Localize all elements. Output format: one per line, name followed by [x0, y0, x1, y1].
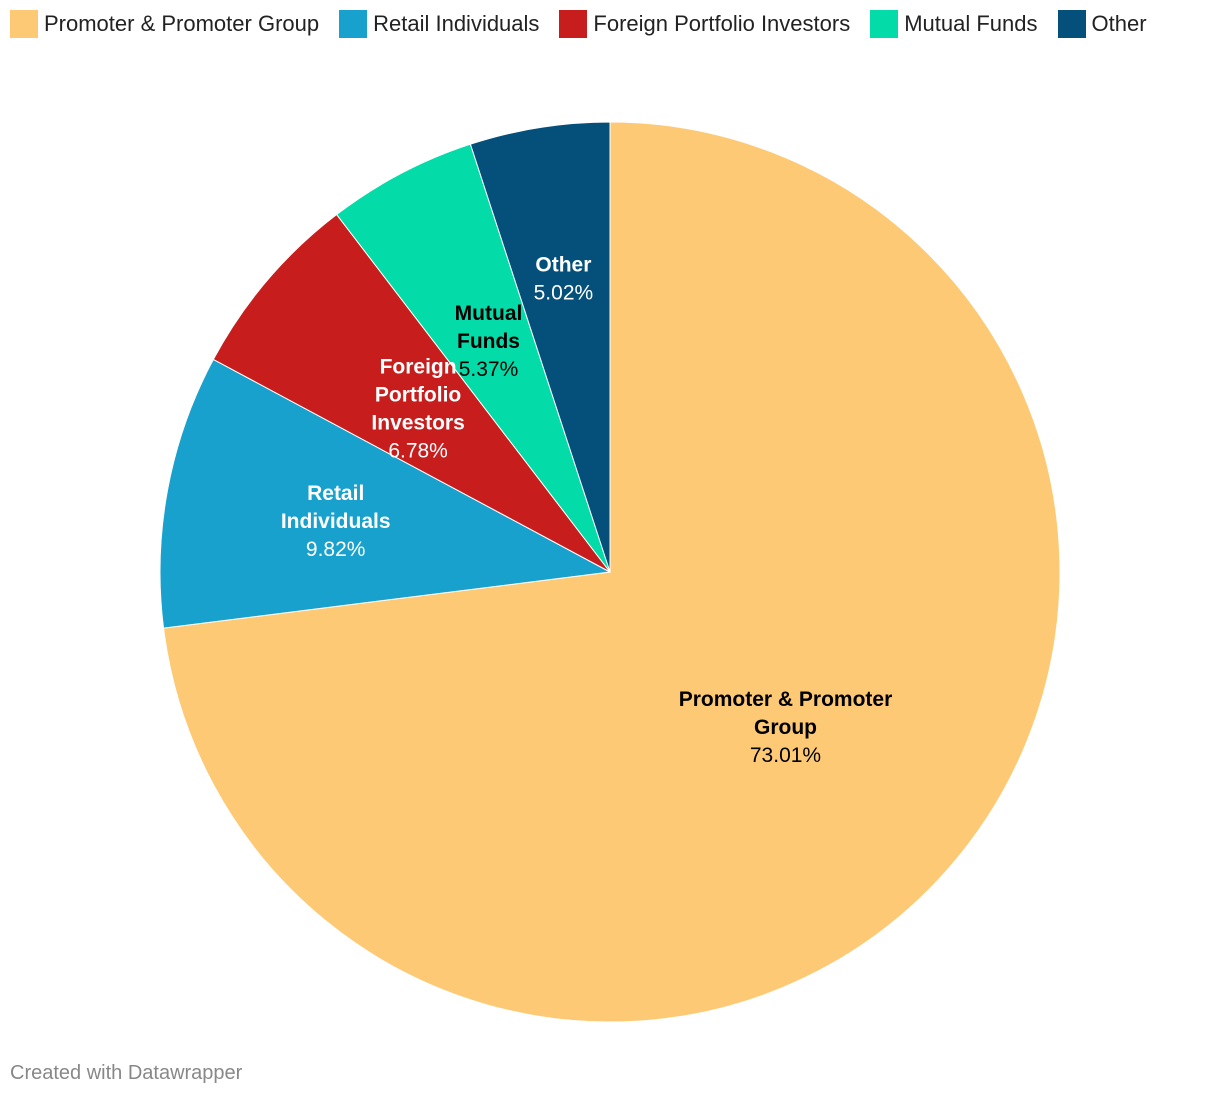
slice-value-label: 9.82% — [306, 538, 366, 561]
pie-slices — [159, 121, 1061, 1023]
slice-value-label: 73.01% — [750, 744, 821, 767]
slice-label-name-line: Investors — [371, 412, 464, 435]
legend-item-retail-individuals: Retail Individuals — [339, 10, 539, 38]
legend-item-promoter-and-promoter-group: Promoter & Promoter Group — [10, 10, 319, 38]
legend-swatch — [1057, 10, 1086, 38]
legend-label: Promoter & Promoter Group — [44, 11, 320, 36]
chart-legend: Promoter & Promoter Group Retail Individu… — [10, 10, 1210, 38]
pie-slice-other — [469, 121, 611, 573]
slice-value-label: 5.37% — [459, 358, 519, 381]
slice-label-mutual-funds: Mutual Funds 5.37% — [455, 302, 523, 381]
legend-swatch — [559, 10, 588, 38]
slice-label-name-line: Promoter & Promoter — [679, 688, 893, 711]
slice-label-other: Other 5.02% — [534, 254, 594, 305]
pie-slice-promoter-and-promoter-group — [162, 121, 1061, 1023]
slice-value-label: 5.02% — [534, 282, 594, 305]
legend-swatch — [339, 10, 368, 38]
pie-labels: Promoter & Promoter Group 73.01% Retail Indi… — [281, 254, 892, 767]
legend-swatch — [10, 10, 38, 38]
legend-label: Foreign Portfolio Investors — [593, 11, 851, 36]
pie-slice-foreign-portfolio-investors — [212, 213, 611, 573]
legend-item-mutual-funds: Mutual Funds — [870, 10, 1038, 38]
legend-swatch — [870, 10, 899, 38]
legend-label: Mutual Funds — [904, 11, 1038, 36]
legend-item-foreign-portfolio-investors: Foreign Portfolio Investors — [559, 10, 850, 38]
slice-label-promoter-and-promoter-group: Promoter & Promoter Group 73.01% — [679, 688, 893, 767]
slice-label-name-line: Retail — [307, 482, 364, 505]
slice-label-name-line: Mutual — [455, 302, 523, 325]
slice-label-name-line: Individuals — [281, 510, 391, 533]
slice-label-name-line: Group — [754, 716, 817, 739]
footer-credit: Created with Datawrapper — [10, 1062, 243, 1084]
slice-label-foreign-portfolio-investors: Foreign Portfolio Investors 6.78% — [371, 356, 464, 463]
pie-slice-retail-individuals — [159, 358, 612, 629]
slice-label-retail-individuals: Retail Individuals 9.82% — [281, 482, 391, 561]
slice-value-label: 6.78% — [388, 440, 448, 463]
legend-label: Other — [1091, 11, 1147, 36]
slice-label-name-line: Funds — [457, 330, 520, 353]
slice-label-name-line: Foreign — [380, 356, 457, 379]
pie-slice-mutual-funds — [335, 143, 611, 573]
legend-label: Retail Individuals — [373, 11, 540, 36]
slice-label-name-line: Portfolio — [375, 384, 461, 407]
slice-label-name-line: Other — [535, 254, 591, 277]
legend-item-other: Other — [1057, 10, 1147, 38]
